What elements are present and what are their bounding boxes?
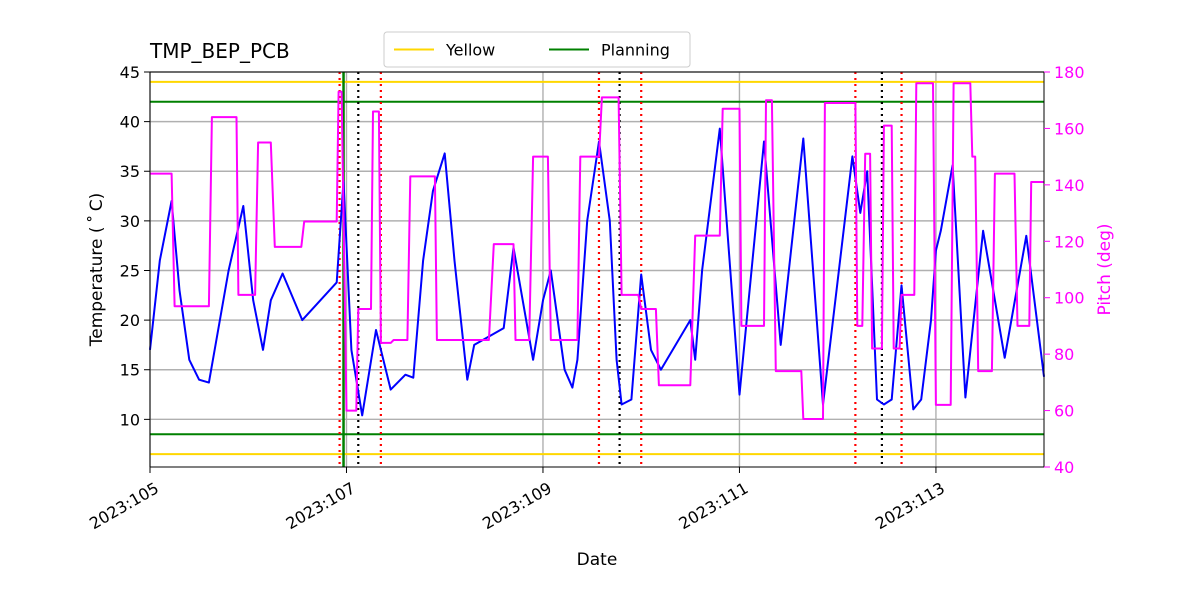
x-axis: 2023:105 2023:107 2023:109 2023:111 2023:113: [86, 467, 948, 533]
y2-tick-label: 40: [1054, 458, 1074, 477]
legend: Yellow Planning: [383, 31, 691, 68]
y2-tick-label: 60: [1054, 402, 1074, 421]
x-tick-label: 2023:105: [86, 478, 162, 533]
y-tick-label: 25: [120, 261, 140, 280]
series-layer: [149, 82, 1045, 420]
y-tick-label: 15: [120, 361, 140, 380]
y2-tick-label: 140: [1054, 176, 1085, 195]
y-tick-label: 10: [120, 410, 140, 429]
x-tick-label: 2023:107: [283, 478, 359, 533]
plot-frame: [149, 71, 1045, 468]
y-tick-label: 45: [120, 63, 140, 82]
legend-box: [383, 31, 691, 68]
limit-line-layer: [150, 80, 1044, 456]
legend-label-planning: Planning: [601, 41, 670, 60]
y-axis-right: 40 60 80 100 120 140 160 180: [1044, 63, 1085, 477]
y2-tick-label: 80: [1054, 345, 1074, 364]
series-line-temperature: [149, 127, 1045, 417]
x-tick-label: 2023:111: [676, 478, 752, 533]
y2-tick-label: 120: [1054, 232, 1085, 251]
series-line-pitch: [150, 82, 1044, 420]
chart-title: TMP_BEP_PCB: [149, 39, 290, 63]
y-axis-title: Temperature ( ˚ C): [86, 193, 107, 348]
y-tick-label: 40: [120, 113, 140, 132]
y2-tick-label: 180: [1054, 63, 1085, 82]
y2-tick-label: 100: [1054, 289, 1085, 308]
y-tick-label: 35: [120, 162, 140, 181]
y2-tick-label: 160: [1054, 119, 1085, 138]
x-axis-title: Date: [577, 550, 618, 570]
x-tick-label: 2023:109: [479, 478, 555, 533]
y-tick-label: 30: [120, 212, 140, 231]
y-axis-left: 10 15 20 25 30 35 40 45: [120, 63, 150, 429]
grid-layer: [149, 71, 1044, 467]
y-tick-label: 20: [120, 311, 140, 330]
y2-axis-title: Pitch (deg): [1095, 223, 1115, 315]
x-tick-label: 2023:113: [872, 478, 948, 533]
legend-label-yellow: Yellow: [445, 41, 495, 60]
